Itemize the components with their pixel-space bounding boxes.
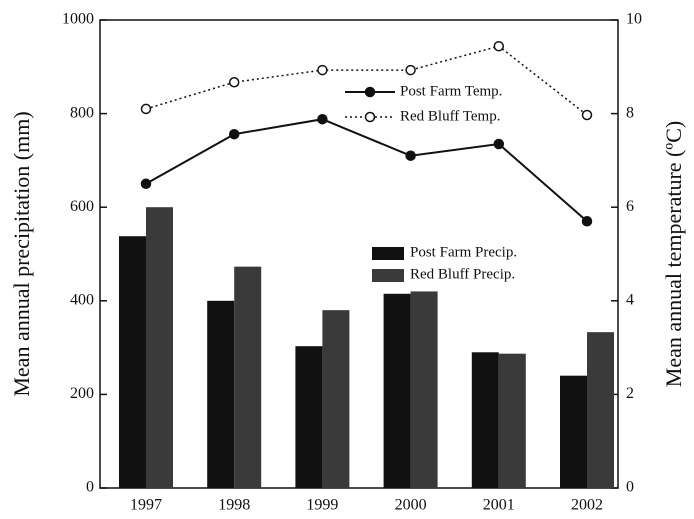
marker <box>140 178 152 190</box>
x-tick-label: 2002 <box>571 497 603 514</box>
x-tick-label: 1998 <box>218 497 250 514</box>
y2-axis-title: Mean annual temperature (ºC) <box>661 121 686 387</box>
marker <box>317 113 328 125</box>
y-axis-title: Mean annual precipitation (mm) <box>9 111 34 396</box>
y-tick-label: 200 <box>70 385 94 402</box>
legend-label: Red Bluff Temp. <box>400 108 500 124</box>
bar <box>410 291 438 488</box>
y2-tick-label: 2 <box>626 385 634 402</box>
legend-marker <box>364 111 376 123</box>
bar <box>146 207 173 488</box>
marker <box>581 215 593 227</box>
bar <box>560 375 587 488</box>
marker <box>405 64 416 76</box>
y-tick-label: 0 <box>86 479 94 496</box>
y-tick-label: 400 <box>70 291 94 308</box>
bar <box>322 310 350 488</box>
marker <box>405 150 416 161</box>
bar <box>295 346 323 488</box>
legend-marker <box>364 86 376 98</box>
marker <box>493 138 505 150</box>
legend-swatch <box>372 269 404 282</box>
bar <box>207 300 235 488</box>
line <box>145 45 588 116</box>
bar <box>498 353 526 488</box>
marker <box>228 128 240 140</box>
x-tick-label: 1999 <box>306 497 338 514</box>
x-tick-label: 2000 <box>395 497 427 514</box>
bar <box>234 266 262 488</box>
legend-label: Post Farm Temp. <box>400 83 502 99</box>
marker <box>140 103 152 115</box>
x-tick-label: 1997 <box>130 497 162 514</box>
y2-tick-label: 0 <box>626 479 634 496</box>
legend-label: Red Bluff Precip. <box>410 266 515 282</box>
marker <box>228 76 240 88</box>
x-tick-label: 2001 <box>483 497 515 514</box>
y2-tick-label: 4 <box>626 291 634 308</box>
y2-tick-label: 10 <box>626 11 642 28</box>
y-tick-label: 800 <box>70 104 94 121</box>
y2-tick-label: 6 <box>626 198 634 215</box>
y-tick-label: 600 <box>70 198 94 215</box>
y2-tick-label: 8 <box>626 104 634 121</box>
legend-swatch <box>372 247 404 260</box>
plot-frame <box>99 19 619 489</box>
y-tick-label: 1000 <box>62 11 94 28</box>
bar <box>383 293 411 488</box>
bar <box>119 236 146 488</box>
bar <box>587 332 614 488</box>
marker <box>493 40 505 52</box>
bar <box>471 352 499 488</box>
marker <box>317 64 328 76</box>
line <box>145 118 588 222</box>
marker <box>581 109 593 121</box>
legend-label: Post Farm Precip. <box>410 244 517 260</box>
